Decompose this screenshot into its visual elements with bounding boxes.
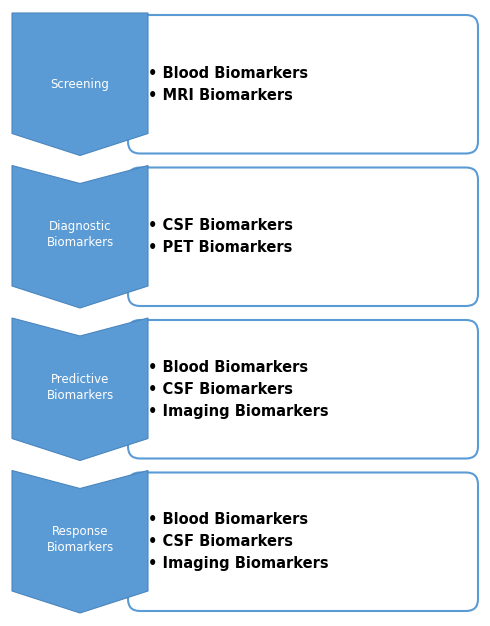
Polygon shape: [12, 13, 148, 155]
Text: Predictive
Biomarkers: Predictive Biomarkers: [47, 372, 114, 402]
FancyBboxPatch shape: [128, 168, 478, 306]
Text: Diagnostic
Biomarkers: Diagnostic Biomarkers: [47, 220, 114, 249]
FancyBboxPatch shape: [128, 473, 478, 611]
Text: • Imaging Biomarkers: • Imaging Biomarkers: [148, 557, 329, 572]
Text: Response
Biomarkers: Response Biomarkers: [47, 525, 114, 554]
Text: • MRI Biomarkers: • MRI Biomarkers: [148, 88, 293, 103]
Polygon shape: [12, 471, 148, 613]
Text: Screening: Screening: [50, 78, 109, 91]
Text: • CSF Biomarkers: • CSF Biomarkers: [148, 218, 293, 233]
Text: • Blood Biomarkers: • Blood Biomarkers: [148, 66, 308, 81]
FancyBboxPatch shape: [128, 15, 478, 153]
Text: • Blood Biomarkers: • Blood Biomarkers: [148, 360, 308, 375]
Text: • Imaging Biomarkers: • Imaging Biomarkers: [148, 404, 329, 419]
Text: • CSF Biomarkers: • CSF Biomarkers: [148, 534, 293, 549]
Text: • PET Biomarkers: • PET Biomarkers: [148, 240, 293, 255]
Text: • Blood Biomarkers: • Blood Biomarkers: [148, 512, 308, 527]
Polygon shape: [12, 165, 148, 308]
Polygon shape: [12, 318, 148, 461]
Text: • CSF Biomarkers: • CSF Biomarkers: [148, 382, 293, 397]
FancyBboxPatch shape: [128, 320, 478, 458]
